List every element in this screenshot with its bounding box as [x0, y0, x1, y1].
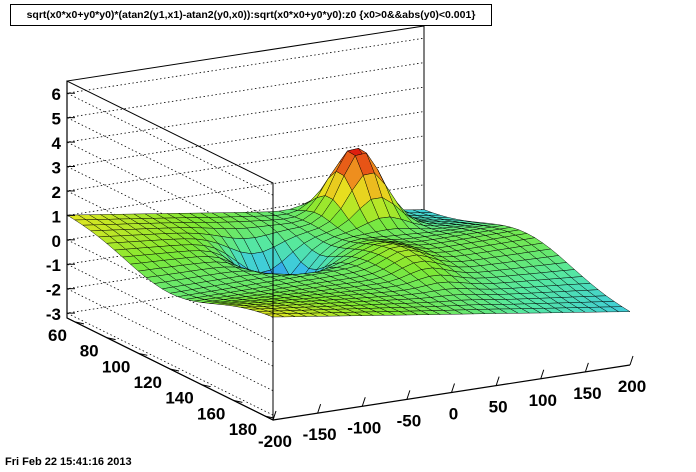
- z-gridline: [65, 233, 425, 392]
- x-tick-label: 150: [573, 384, 601, 403]
- z-gridline: [65, 208, 425, 367]
- y-tick-label: 160: [197, 404, 225, 423]
- y-tick: [74, 321, 85, 325]
- z-tick-label: 3: [52, 159, 61, 178]
- y-tick-label: 140: [165, 389, 193, 408]
- z-gridline: [65, 62, 425, 220]
- z-tick-label: -1: [46, 256, 61, 275]
- y-tick: [169, 368, 180, 372]
- y-tick-label: 60: [48, 326, 67, 345]
- z-tick-label: 6: [52, 85, 61, 104]
- y-tick: [138, 352, 148, 356]
- surface-mesh: [66, 147, 631, 318]
- surface-cell: [610, 306, 631, 313]
- x-tick-label: 50: [489, 398, 508, 417]
- x-tick: [540, 369, 545, 379]
- z-gridline: [65, 86, 425, 245]
- x-tick-label: -200: [258, 432, 292, 451]
- x-tick: [317, 403, 322, 414]
- x-tick-label: -150: [303, 425, 337, 444]
- x-tick: [584, 362, 589, 373]
- y-tick-label: 180: [229, 420, 257, 439]
- x-tick: [495, 376, 500, 386]
- x-tick-label: 100: [529, 391, 557, 410]
- y-tick-label: 100: [102, 357, 130, 376]
- y-tick: [233, 399, 243, 403]
- z-tick-label: -3: [46, 305, 61, 324]
- y-tick-label: 80: [80, 342, 99, 361]
- z-gridline: [65, 37, 425, 196]
- x-tick-label: 200: [618, 377, 646, 396]
- y-tick: [106, 337, 116, 341]
- x-tick: [629, 355, 634, 366]
- x-tick-label: -50: [397, 411, 422, 430]
- x-tick: [451, 383, 455, 393]
- z-tick-label: 1: [52, 207, 61, 226]
- timestamp: Fri Feb 22 15:41:16 2013: [5, 456, 132, 468]
- z-gridline: [65, 257, 425, 416]
- x-tick-label: -100: [347, 418, 381, 437]
- chart-title: sqrt(x0*x0+y0*y0)*(atan2(y1,x1)-atan2(y0…: [10, 4, 492, 26]
- z-gridline: [65, 184, 425, 343]
- x-tick: [406, 390, 411, 400]
- z-tick-label: -2: [46, 281, 61, 300]
- y-tick-label: 120: [134, 373, 162, 392]
- z-tick-label: 5: [52, 110, 61, 129]
- y-tick: [264, 415, 275, 419]
- z-tick-label: 4: [52, 134, 62, 153]
- z-tick-label: 0: [52, 232, 61, 251]
- x-tick: [272, 410, 277, 421]
- y-tick: [201, 384, 211, 388]
- z-tick-label: 2: [52, 183, 61, 202]
- x-tick: [361, 397, 366, 407]
- x-tick-label: 0: [449, 405, 458, 424]
